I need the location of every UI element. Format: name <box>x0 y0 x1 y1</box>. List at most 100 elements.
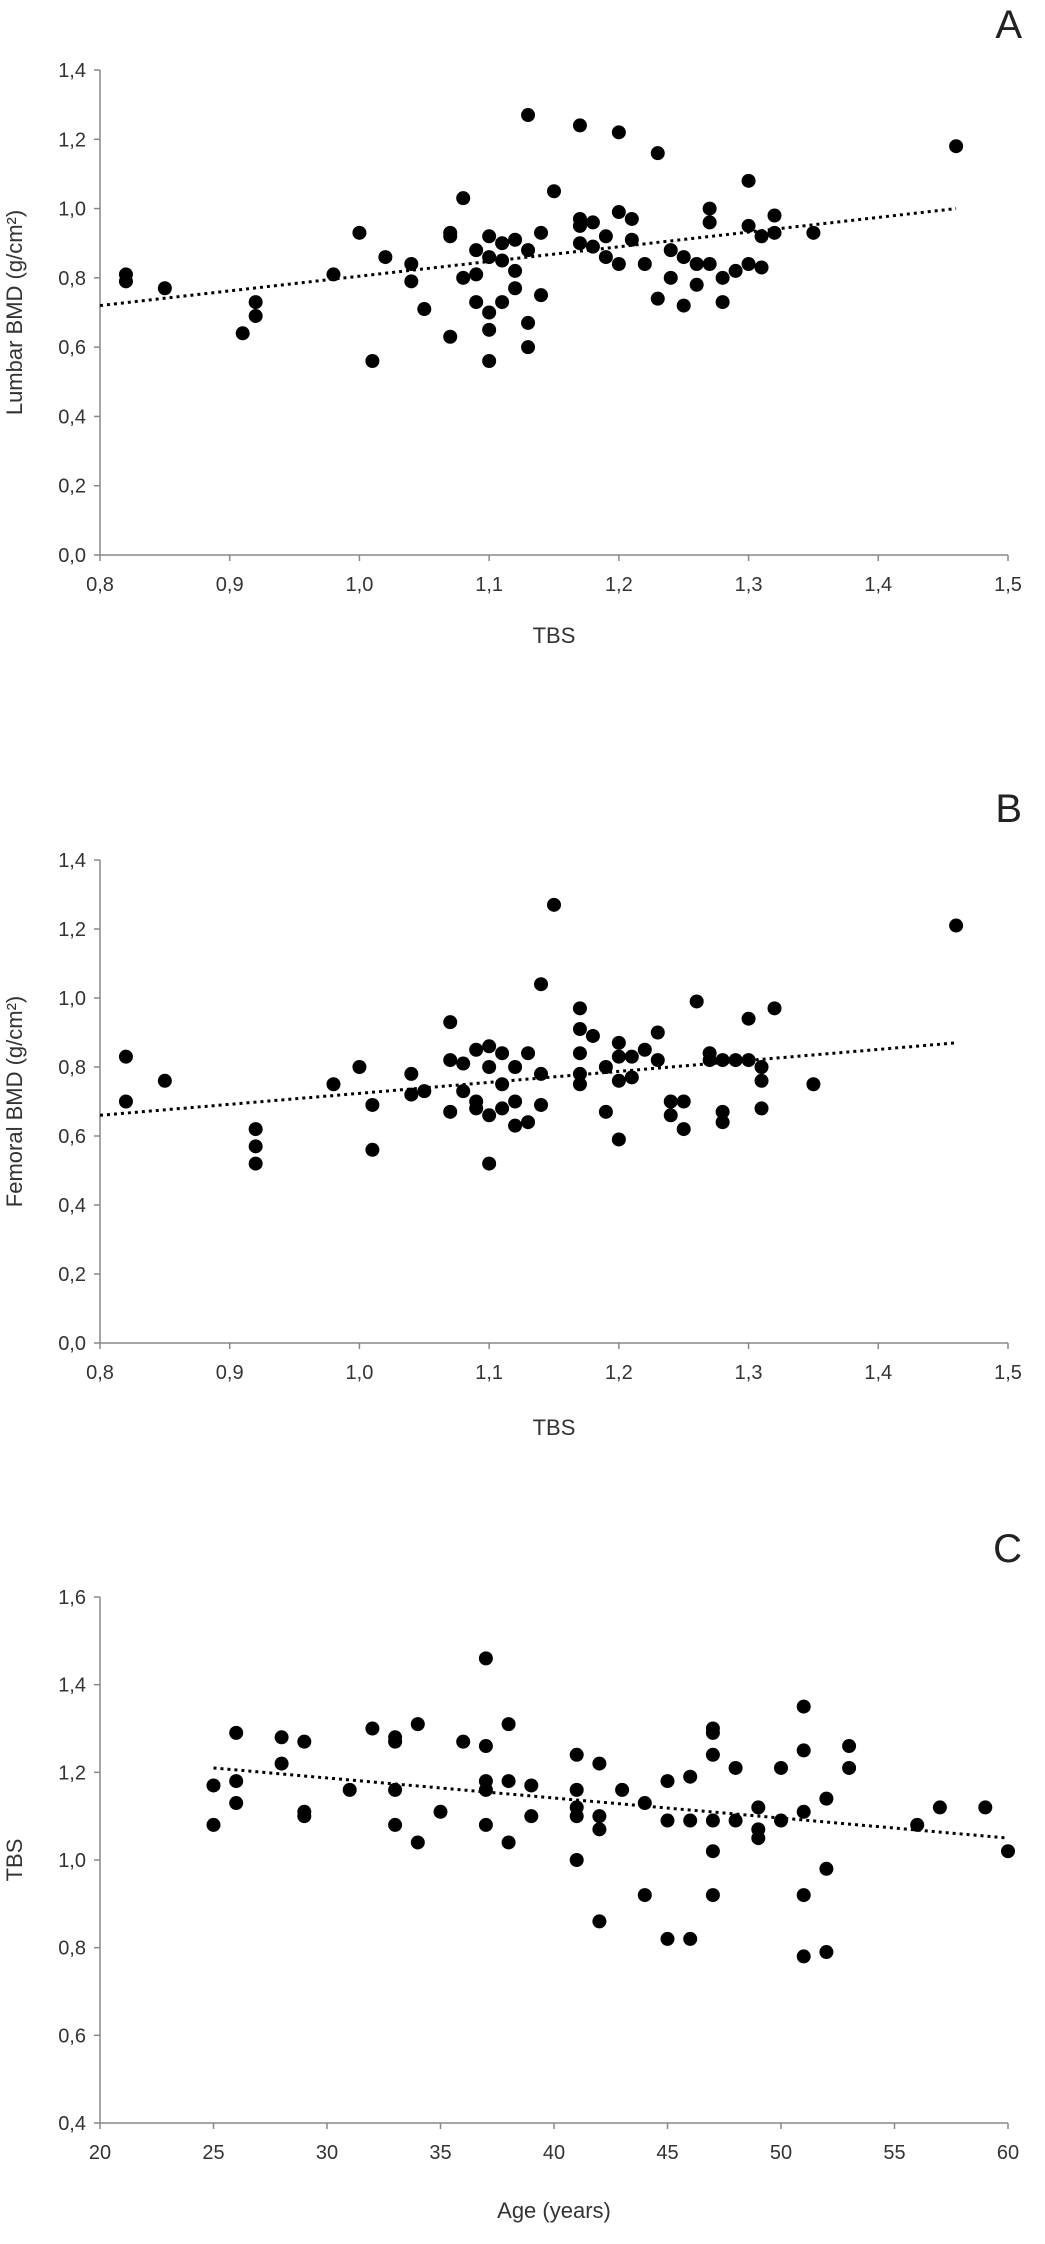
x-tick-label: 0,8 <box>86 574 114 596</box>
data-point <box>443 1053 458 1068</box>
y-tick-label: 0,2 <box>58 476 86 498</box>
data-point <box>663 1094 678 1109</box>
y-tick-label: 0,6 <box>58 337 86 359</box>
data-point <box>676 1122 691 1137</box>
data-point <box>949 139 964 154</box>
data-point <box>637 1796 652 1811</box>
data-point <box>572 118 587 133</box>
y-tick-label: 1,4 <box>58 1675 86 1697</box>
x-tick-label: 30 <box>316 2142 338 2164</box>
data-point <box>118 274 133 289</box>
data-point <box>534 288 549 303</box>
data-point <box>482 354 497 368</box>
data-point <box>683 1769 698 1784</box>
data-point <box>767 1001 782 1016</box>
data-point <box>741 173 756 188</box>
data-point <box>585 215 600 230</box>
data-point <box>754 229 769 244</box>
y-tick-label: 1,2 <box>58 1762 86 1784</box>
x-tick-label: 1,1 <box>475 1362 503 1384</box>
chart-c: C 0,4 0,6 0,8 1,0 1,2 1,4 1,6 20 25 30 35 40 45 50 55 60… <box>2 1527 1022 2223</box>
data-point <box>326 267 341 282</box>
y-tick-label: 0,8 <box>58 1057 86 1079</box>
data-point <box>637 1042 652 1057</box>
y-axis-title: TBS <box>2 1839 27 1882</box>
data-point <box>534 1097 549 1112</box>
data-point <box>248 308 263 323</box>
data-point <box>624 232 639 247</box>
y-tick-label: 0,8 <box>58 268 86 290</box>
data-point <box>1001 1844 1015 1859</box>
data-point <box>611 205 626 220</box>
x-tick-label: 50 <box>770 2142 792 2164</box>
data-point <box>569 1853 584 1867</box>
data-point <box>715 295 730 310</box>
x-tick-label: 1,3 <box>735 1362 763 1384</box>
data-point <box>443 1104 458 1119</box>
data-point <box>469 243 484 258</box>
data-point <box>705 1813 720 1828</box>
data-point <box>598 1060 613 1074</box>
data-point <box>482 1108 497 1123</box>
x-axis-title: TBS <box>533 623 576 648</box>
data-point <box>469 295 484 310</box>
data-point <box>728 263 743 278</box>
data-point <box>676 1094 691 1109</box>
data-point <box>774 1760 788 1775</box>
data-point <box>508 1118 523 1133</box>
x-tick-label: 0,8 <box>86 1362 114 1384</box>
data-point <box>796 1699 811 1714</box>
data-point <box>806 225 821 240</box>
data-point <box>705 1725 720 1740</box>
trendline <box>213 1766 1009 1840</box>
data-point <box>683 1813 698 1828</box>
data-point <box>819 1861 834 1876</box>
data-point <box>978 1800 993 1815</box>
data-point <box>524 1809 539 1824</box>
data-point <box>456 1056 471 1071</box>
y-tick-label: 0,6 <box>58 2025 86 2047</box>
data-point <box>611 257 626 271</box>
x-tick-label: 40 <box>543 2142 565 2164</box>
data-point <box>660 1813 675 1828</box>
data-point <box>235 326 250 341</box>
data-point <box>650 146 665 161</box>
data-point <box>705 1844 720 1859</box>
y-tick-label: 0,2 <box>58 1264 86 1286</box>
data-point <box>495 1101 510 1116</box>
data-point <box>478 1817 493 1832</box>
x-tick-label: 1,3 <box>735 574 763 596</box>
data-point <box>598 229 613 244</box>
data-point <box>508 232 523 247</box>
data-point <box>501 1717 516 1732</box>
data-point <box>572 218 587 233</box>
data-point <box>598 250 613 265</box>
data-point <box>572 1001 587 1016</box>
data-point <box>495 236 510 251</box>
data-point <box>751 1800 766 1815</box>
data-point <box>715 270 730 285</box>
data-point <box>569 1809 584 1824</box>
data-point <box>274 1730 289 1745</box>
y-tick-label: 1,0 <box>58 199 86 221</box>
y-axis-title: Lumbar BMD (g/cm²) <box>2 210 27 415</box>
y-tick-label: 1,0 <box>58 1850 86 1872</box>
data-point <box>456 270 471 285</box>
data-point <box>365 1097 380 1112</box>
data-point <box>754 1060 769 1074</box>
data-point <box>767 225 782 240</box>
data-point <box>417 1084 432 1099</box>
data-point <box>611 1073 626 1088</box>
data-point <box>705 1747 720 1762</box>
data-point <box>842 1739 857 1754</box>
data-point <box>741 257 756 271</box>
panel-b: B 0,0 0,2 0,4 0,6 0,8 1,0 1,2 1,4 0,8 0,9 1,0 1,1 1,2… <box>0 760 1045 1460</box>
data-point <box>715 1053 730 1068</box>
x-tick-label: 1,4 <box>864 1362 892 1384</box>
data-point <box>624 1049 639 1064</box>
data-point <box>569 1747 584 1762</box>
data-point <box>741 1011 756 1026</box>
data-point <box>469 1094 484 1109</box>
data-point <box>521 315 536 330</box>
data-point <box>767 208 782 223</box>
